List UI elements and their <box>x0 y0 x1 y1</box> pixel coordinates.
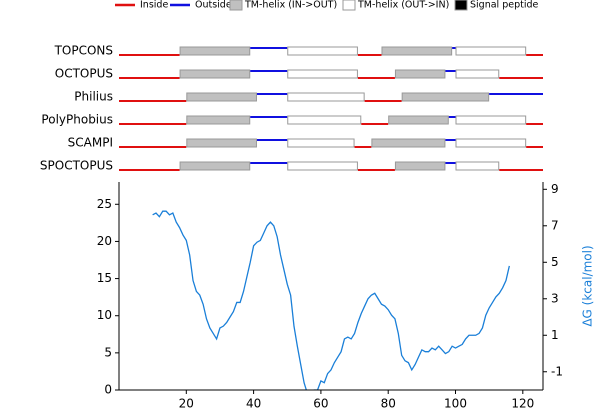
y2-axis-label: ΔG (kcal/mol) <box>581 245 595 326</box>
x-tick-label: 60 <box>313 397 328 411</box>
y2-tick-label: -1 <box>551 364 563 378</box>
track-helix <box>287 92 365 102</box>
y-tick-label: 10 <box>97 308 112 322</box>
track-label: SPOCTOPUS <box>40 159 113 173</box>
track-helix <box>394 161 446 171</box>
legend-label: Inside <box>140 0 168 11</box>
track-helix <box>455 161 500 171</box>
legend-label: Signal peptide <box>470 0 539 11</box>
y2-tick-label: 7 <box>551 218 559 232</box>
track-helix <box>287 138 355 148</box>
legend-label: Outside <box>195 0 232 11</box>
track-helix <box>455 115 527 125</box>
y-tick-label: 15 <box>97 271 112 285</box>
track-helix <box>179 46 251 56</box>
y-tick-label: 0 <box>104 383 112 397</box>
track-label: PolyPhobius <box>41 113 113 127</box>
y-tick-label: 20 <box>97 234 112 248</box>
legend-swatch <box>229 0 243 11</box>
y2-tick-label: 9 <box>551 182 559 196</box>
x-tick-label: 40 <box>246 397 261 411</box>
legend-swatch <box>342 0 356 11</box>
track-label: Philius <box>74 90 113 104</box>
track-label: OCTOPUS <box>55 67 113 81</box>
y-tick-label: 25 <box>97 197 112 211</box>
track-helix <box>179 161 251 171</box>
x-tick-label: 80 <box>381 397 396 411</box>
legend-swatch <box>454 0 468 11</box>
y-tick-label: 5 <box>104 345 112 359</box>
plot-area <box>152 210 510 390</box>
track-helix <box>287 161 358 171</box>
y2-tick-label: 1 <box>551 328 559 342</box>
legend-label: TM-helix (OUT->IN) <box>357 0 449 11</box>
track-helix <box>371 138 446 148</box>
track-helix <box>287 69 358 79</box>
y2-tick-label: 5 <box>551 255 559 269</box>
track-helix <box>179 69 251 79</box>
track-helix <box>381 46 453 56</box>
track-helix <box>394 69 446 79</box>
y2-tick-label: 3 <box>551 291 559 305</box>
track-label: SCAMPI <box>68 136 113 150</box>
track-helix <box>287 46 358 56</box>
track-helix <box>455 69 500 79</box>
track-helix <box>186 138 257 148</box>
track-helix <box>287 115 362 125</box>
track-helix <box>186 115 251 125</box>
x-tick-label: 20 <box>179 397 194 411</box>
track-helix <box>186 92 257 102</box>
data-line <box>152 210 510 390</box>
x-tick-label: 100 <box>444 397 467 411</box>
track-helix <box>401 92 490 102</box>
track-label: TOPCONS <box>54 44 113 58</box>
track-helix <box>455 46 527 56</box>
track-helix <box>455 138 527 148</box>
x-tick-label: 120 <box>511 397 534 411</box>
legend-label: TM-helix (IN->OUT) <box>244 0 337 11</box>
track-helix <box>388 115 449 125</box>
